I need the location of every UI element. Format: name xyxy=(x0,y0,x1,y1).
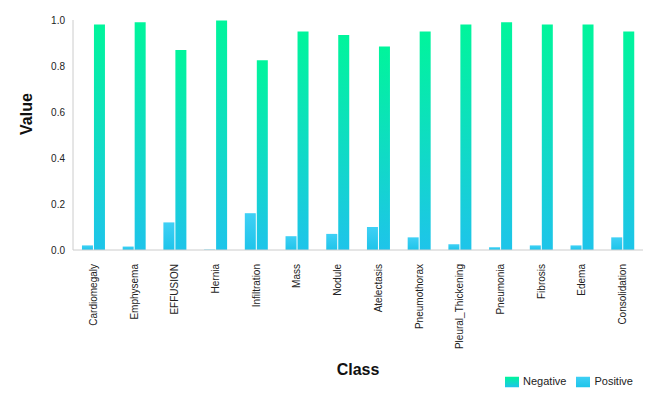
svg-text:Edema: Edema xyxy=(576,264,587,296)
svg-text:Pneumothorax: Pneumothorax xyxy=(414,264,425,329)
svg-text:Pneumonia: Pneumonia xyxy=(495,264,506,315)
svg-text:Consolidation: Consolidation xyxy=(617,264,628,325)
svg-text:0.8: 0.8 xyxy=(51,61,65,72)
svg-text:Hernia: Hernia xyxy=(210,264,221,294)
svg-text:Class: Class xyxy=(337,361,380,378)
svg-text:Cardiomegaly: Cardiomegaly xyxy=(88,264,99,326)
html-text:Negative: Negative xyxy=(523,375,567,387)
svg-text:Fibrosis: Fibrosis xyxy=(536,264,547,299)
svg-text:Pleural_Thickening: Pleural_Thickening xyxy=(454,264,465,349)
svg-text:1.0: 1.0 xyxy=(51,15,65,26)
svg-text:Infiltration: Infiltration xyxy=(251,264,262,307)
svg-text:0.6: 0.6 xyxy=(51,107,65,118)
svg-text:Nodule: Nodule xyxy=(332,264,343,296)
svg-text:0.2: 0.2 xyxy=(51,199,65,210)
html-text:Positive: Positive xyxy=(594,375,633,387)
svg-text:0.4: 0.4 xyxy=(51,153,65,164)
svg-text:EFFUSION: EFFUSION xyxy=(169,264,180,315)
svg-text:Emphysema: Emphysema xyxy=(129,264,140,320)
svg-text:Atelectasis: Atelectasis xyxy=(373,264,384,312)
svg-text:Mass: Mass xyxy=(291,264,302,288)
svg-text:Value: Value xyxy=(18,93,35,135)
svg-text:0.0: 0.0 xyxy=(51,245,65,256)
